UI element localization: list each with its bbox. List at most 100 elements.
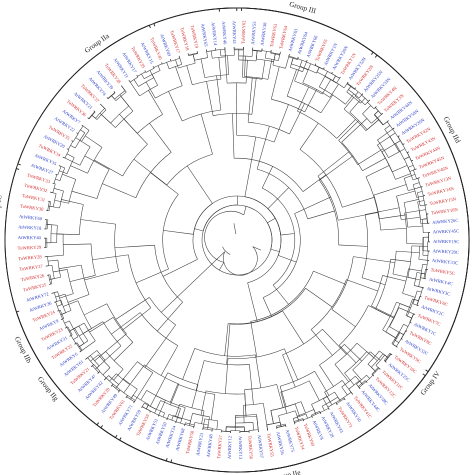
tree-branch bbox=[161, 251, 225, 313]
leaf-label-atwrky14: AtWRKY14 bbox=[211, 22, 219, 46]
tree-branch bbox=[280, 391, 288, 414]
tree-branch bbox=[74, 343, 77, 345]
tree-branch bbox=[342, 197, 375, 208]
tree-branch bbox=[62, 156, 81, 166]
tree-branch bbox=[65, 327, 68, 329]
tree-branch bbox=[225, 358, 229, 394]
tree-branch bbox=[47, 224, 58, 226]
tree-branch bbox=[120, 96, 134, 112]
leaf-label-tuwrky26: TuWRKY26 bbox=[21, 273, 46, 282]
leaf-label-tuwrky64: TuWRKY64 bbox=[278, 25, 288, 50]
group-label-group-iii: Group III bbox=[288, 0, 317, 15]
tree-branch bbox=[149, 123, 172, 153]
leaf-label-tuwrky27: TuWRKY27 bbox=[19, 263, 44, 271]
tree-branch bbox=[389, 353, 393, 356]
tree-branch bbox=[103, 345, 122, 362]
tree-branch bbox=[223, 246, 258, 276]
tree-branch bbox=[115, 297, 150, 320]
tree-branch bbox=[322, 328, 347, 355]
tree-branch bbox=[215, 48, 225, 51]
tree-branch bbox=[220, 49, 222, 57]
tree-branch bbox=[76, 132, 79, 135]
tree-branch bbox=[58, 165, 62, 167]
tree-branch bbox=[271, 98, 305, 113]
tree-branch bbox=[247, 77, 253, 123]
tree-branch bbox=[294, 196, 331, 214]
tree-branch bbox=[373, 106, 377, 110]
tree-branch bbox=[316, 67, 320, 73]
group-label-group-iia: Group IIa bbox=[83, 32, 111, 55]
tree-branch bbox=[284, 348, 299, 380]
tree-branch bbox=[408, 268, 422, 272]
tree-branch bbox=[354, 95, 366, 106]
tree-branch bbox=[55, 293, 66, 298]
tree-branch bbox=[417, 192, 421, 206]
leaf-label-atwrky19c: AtWRKY19C bbox=[433, 239, 459, 244]
tree-branch bbox=[155, 372, 169, 396]
tree-branch bbox=[384, 129, 395, 145]
tree-branch bbox=[280, 370, 315, 387]
tree-branch bbox=[75, 137, 82, 142]
tree-branch bbox=[61, 199, 84, 205]
tree-branch bbox=[384, 360, 387, 363]
tree-branch bbox=[87, 117, 90, 120]
tree-branch bbox=[54, 299, 61, 303]
tree-branch bbox=[149, 395, 157, 407]
tree-branch bbox=[78, 328, 92, 337]
tree-branch bbox=[47, 200, 51, 202]
leaf-label-atwrky45c: AtWRKY45C bbox=[433, 228, 459, 234]
tree-branch bbox=[68, 328, 75, 332]
tree-branch bbox=[407, 277, 421, 281]
tree-branch bbox=[327, 406, 330, 410]
group-bracket-group-iig bbox=[16, 311, 116, 438]
tree-branch bbox=[311, 411, 320, 416]
tree-branch bbox=[262, 297, 272, 317]
tree-branch bbox=[195, 360, 205, 391]
tree-branch bbox=[338, 345, 357, 364]
tree-branch bbox=[118, 389, 121, 393]
tree-branch bbox=[382, 275, 406, 282]
tree-branch bbox=[278, 415, 282, 426]
tree-branch bbox=[334, 391, 341, 401]
tree-branch bbox=[338, 140, 358, 165]
tree-branch bbox=[73, 133, 79, 142]
tree-branch bbox=[289, 103, 305, 135]
tree-branch bbox=[133, 372, 154, 404]
tree-branch bbox=[313, 270, 346, 285]
tree-branch bbox=[396, 190, 416, 197]
tree-branch bbox=[276, 423, 286, 427]
tree-branch bbox=[49, 205, 60, 209]
tree-branch bbox=[49, 191, 53, 194]
leaf-label-atwrky57: AtWRKY57 bbox=[257, 434, 265, 458]
tree-branch bbox=[140, 390, 147, 401]
tree-branch bbox=[278, 255, 297, 263]
tree-branch bbox=[53, 188, 64, 192]
tree-branch bbox=[144, 70, 147, 73]
tree-branch bbox=[141, 403, 145, 408]
tree-branch bbox=[162, 194, 179, 270]
leaf-label-tuwrky57: TuWRKY57 bbox=[216, 434, 223, 459]
tree-branch bbox=[85, 350, 98, 360]
tree-branch bbox=[326, 396, 333, 405]
leaf-label-atwrky24: AtWRKY24 bbox=[165, 424, 177, 448]
tree-branch bbox=[131, 388, 138, 399]
tree-branch bbox=[417, 290, 422, 293]
leaf-label-atwrky72: AtWRKY72 bbox=[26, 291, 50, 302]
tree-branch bbox=[61, 318, 63, 320]
tree-branch bbox=[155, 395, 186, 408]
tree-branch bbox=[111, 95, 117, 101]
tree-branch bbox=[133, 79, 139, 87]
tree-branch bbox=[60, 312, 66, 316]
tree-branch bbox=[104, 377, 107, 381]
leaf-label-tuwrky29: TuWRKY29 bbox=[17, 245, 41, 251]
tree-branch bbox=[175, 408, 181, 424]
tree-branch bbox=[343, 391, 352, 398]
tree-branch bbox=[244, 136, 257, 197]
tree-branch bbox=[407, 245, 413, 278]
tree-branch bbox=[79, 204, 84, 235]
tree-branch bbox=[261, 60, 266, 80]
leaf-label-atwrky41: AtWRKY41 bbox=[232, 21, 237, 45]
group-bracket-tick bbox=[425, 369, 429, 372]
tree-branch bbox=[163, 230, 194, 235]
tree-branch bbox=[145, 81, 156, 99]
